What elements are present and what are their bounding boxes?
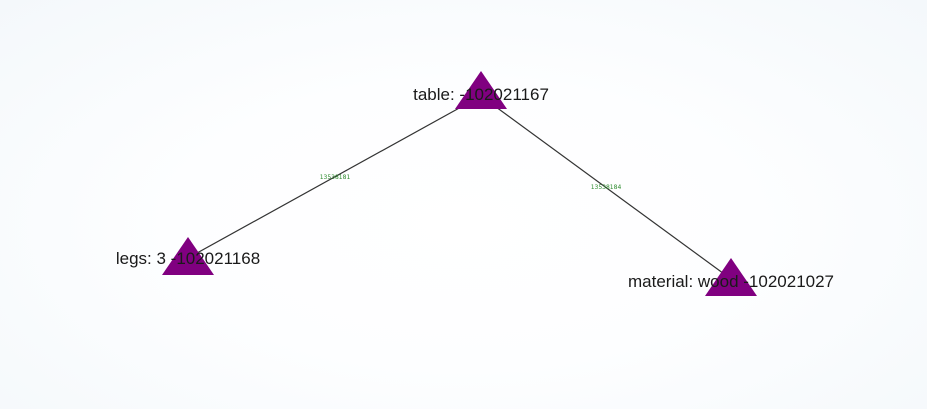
edges-layer: 13538181 13538184 bbox=[187, 95, 732, 280]
node-triangle-icon[interactable] bbox=[705, 258, 757, 296]
node-material[interactable]: material: wood -102021027 bbox=[628, 258, 834, 296]
edge-label-legs: 13538181 bbox=[320, 174, 351, 181]
edge-legs bbox=[187, 95, 482, 259]
node-triangle-icon[interactable] bbox=[162, 237, 214, 275]
node-label: material: wood -102021027 bbox=[628, 272, 834, 291]
edge-label-material: 13538184 bbox=[591, 184, 622, 191]
nodes-layer: table: -102021167 legs: 3 -102021168 mater… bbox=[116, 71, 834, 296]
node-triangle-icon[interactable] bbox=[455, 71, 507, 109]
node-label: legs: 3 -102021168 bbox=[116, 249, 260, 268]
node-legs[interactable]: legs: 3 -102021168 bbox=[116, 237, 260, 275]
edge-material bbox=[480, 95, 732, 280]
node-label: table: -102021167 bbox=[413, 85, 549, 104]
node-table[interactable]: table: -102021167 bbox=[413, 71, 549, 109]
